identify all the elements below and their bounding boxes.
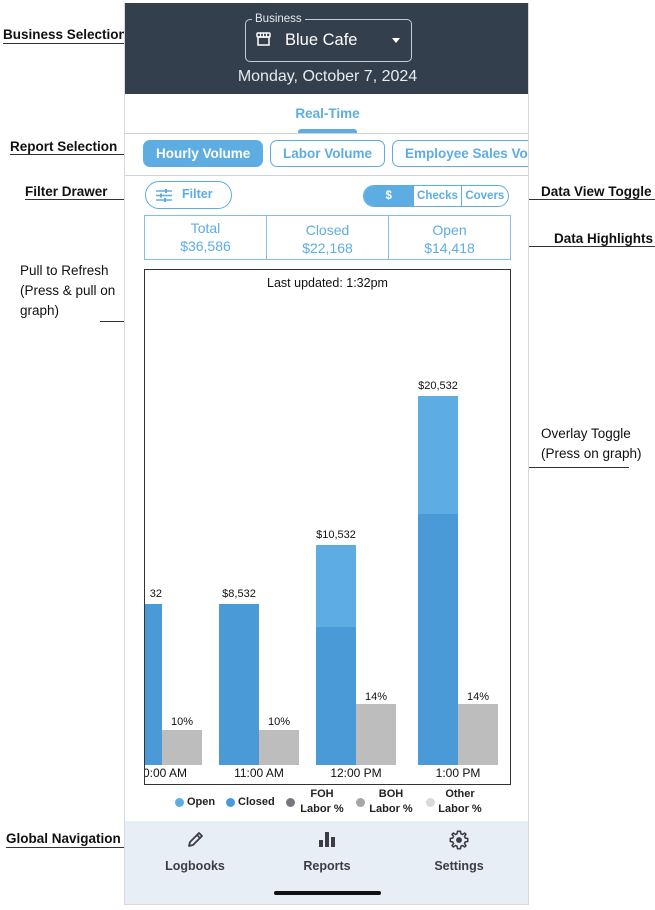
- legend-label: Labor %: [369, 803, 413, 815]
- tab-active-indicator: [298, 129, 357, 133]
- nav-settings[interactable]: Settings: [399, 821, 519, 881]
- business-select-label: Business: [252, 12, 305, 26]
- annotation-label: Pull to Refresh: [20, 263, 109, 278]
- highlight-label: Total: [190, 220, 221, 236]
- legend-label: BOH: [378, 788, 404, 800]
- bar-labor[interactable]: [356, 704, 396, 765]
- legend-label: FOH: [310, 788, 334, 800]
- data-highlights: Total $36,586 Closed $22,168 Open $14,41…: [144, 215, 511, 260]
- bar-labor[interactable]: [458, 704, 498, 765]
- business-select[interactable]: Business Blue Cafe: [245, 12, 412, 62]
- annotation-arrow: [516, 246, 655, 247]
- highlight-open: Open $14,418: [388, 216, 510, 259]
- bar-chart-icon: [319, 832, 335, 847]
- bar-labor-label: 10%: [267, 716, 291, 728]
- bar-total-label: 32: [149, 588, 162, 600]
- x-axis-label: 0:00 AM: [144, 766, 188, 780]
- legend-dot-boh: [356, 798, 365, 807]
- legend-label: Labor %: [438, 803, 482, 815]
- annotation-arrow: [481, 467, 629, 468]
- annotation-label: Business Selection: [3, 27, 127, 42]
- nav-label: Settings: [434, 859, 484, 873]
- annotation-arrow: [25, 199, 138, 200]
- bar-total-label: $8,532: [222, 588, 256, 600]
- nav-label: Reports: [303, 859, 351, 873]
- x-axis-label: 1:00 PM: [435, 766, 481, 780]
- bar-total-label: $10,532: [316, 529, 356, 541]
- annotation-arrow: [10, 154, 138, 155]
- nav-logbooks[interactable]: Logbooks: [135, 821, 255, 881]
- annotation-label: graph): [20, 303, 60, 318]
- report-chip-employee-sales-volume[interactable]: Employee Sales Volume: [392, 140, 528, 167]
- x-axis-label: 12:00 PM: [330, 766, 382, 780]
- bar-open[interactable]: [418, 396, 458, 514]
- chart-legend: Open Closed FOH Labor % BOH Labor % Othe…: [125, 787, 528, 821]
- global-navigation: Logbooks Reports Settings: [125, 821, 528, 904]
- annotation-label: (Press on graph): [541, 446, 642, 461]
- tab-bar: Real-Time: [125, 94, 528, 134]
- tab-real-time[interactable]: Real-Time: [295, 106, 360, 121]
- pencil-icon: [188, 832, 203, 847]
- bar-labor[interactable]: [259, 730, 299, 765]
- toggle-checks[interactable]: Checks: [413, 186, 460, 206]
- legend-dot-other: [426, 798, 435, 807]
- annotation-label: Filter Drawer: [25, 184, 108, 199]
- legend-label: Closed: [238, 796, 275, 808]
- nav-reports[interactable]: Reports: [267, 821, 387, 881]
- home-indicator[interactable]: [274, 891, 381, 895]
- storefront-icon: [256, 32, 271, 46]
- report-chip-hourly-volume[interactable]: Hourly Volume: [143, 140, 264, 167]
- hourly-volume-graph[interactable]: Last updated: 1:32pm 32 10% 0:00 AM $8,5…: [144, 269, 511, 785]
- current-date: Monday, October 7, 2024: [237, 68, 418, 85]
- bar-open[interactable]: [316, 545, 356, 627]
- bar-total-label: $20,532: [418, 380, 458, 392]
- legend-label: Open: [187, 796, 216, 808]
- business-name: Blue Cafe: [285, 31, 358, 49]
- gear-icon: [449, 830, 469, 850]
- annotation-label: Overlay Toggle: [541, 426, 631, 441]
- chevron-down-icon: [392, 38, 400, 43]
- app-header: Business Blue Cafe Monday, October 7, 20…: [125, 3, 528, 94]
- bar-labor[interactable]: [162, 730, 202, 765]
- highlight-value: $22,168: [302, 240, 353, 256]
- highlight-label: Open: [432, 222, 467, 238]
- annotation-label: Global Navigation: [6, 831, 121, 846]
- phone-screen: Business Blue Cafe Monday, October 7, 20…: [124, 3, 529, 905]
- report-chip-labor-volume[interactable]: Labor Volume: [270, 140, 386, 167]
- annotation-arrow: [3, 43, 224, 44]
- highlight-total: Total $36,586: [145, 216, 266, 259]
- last-updated: Last updated: 1:32pm: [267, 276, 388, 290]
- annotation-label: Data View Toggle: [541, 184, 652, 199]
- legend-label: Labor %: [300, 803, 344, 815]
- legend-dot-foh: [286, 798, 295, 807]
- sliders-icon: [156, 189, 172, 202]
- highlight-value: $36,586: [180, 238, 231, 254]
- highlight-value: $14,418: [424, 240, 475, 256]
- toggle-covers[interactable]: Covers: [460, 186, 508, 206]
- highlight-closed: Closed $22,168: [266, 216, 388, 259]
- annotation-arrow: [6, 847, 153, 848]
- toggle-dollars[interactable]: $: [364, 186, 414, 206]
- legend-dot-open: [175, 798, 184, 807]
- filter-label: Filter: [182, 187, 213, 201]
- annotation-label: Report Selection: [10, 139, 118, 154]
- annotation-label: (Press & pull on: [20, 283, 116, 298]
- legend-dot-closed: [226, 798, 235, 807]
- report-selector: Hourly Volume Labor Volume Employee Sale…: [125, 134, 528, 176]
- bar-labor-label: 10%: [170, 716, 194, 728]
- bar-closed[interactable]: [219, 604, 259, 765]
- annotation-label: Data Highlights: [554, 231, 654, 246]
- bar-closed[interactable]: [145, 604, 162, 765]
- bar-labor-label: 14%: [364, 691, 388, 703]
- filter-button[interactable]: Filter: [145, 181, 232, 209]
- bar-labor-label: 14%: [466, 691, 490, 703]
- data-view-toggle: $ Checks Covers: [363, 185, 509, 207]
- x-axis-label: 11:00 AM: [234, 766, 284, 780]
- legend-label: Other: [445, 788, 475, 800]
- bar-closed[interactable]: [316, 627, 356, 765]
- highlight-label: Closed: [305, 222, 350, 238]
- bar-closed[interactable]: [418, 514, 458, 765]
- nav-label: Logbooks: [165, 859, 225, 873]
- annotation-arrow: [516, 199, 655, 200]
